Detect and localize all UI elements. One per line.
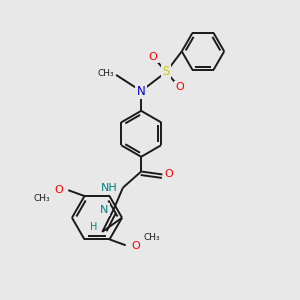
- Text: O: O: [148, 52, 157, 62]
- Text: H: H: [90, 222, 98, 233]
- Text: O: O: [131, 241, 140, 251]
- Text: CH₃: CH₃: [33, 194, 50, 203]
- Text: CH₃: CH₃: [98, 69, 114, 78]
- Text: S: S: [163, 65, 170, 79]
- Text: O: O: [175, 82, 184, 92]
- Text: CH₃: CH₃: [144, 232, 160, 242]
- Text: N: N: [100, 205, 108, 215]
- Text: NH: NH: [101, 183, 118, 193]
- Text: O: O: [54, 184, 63, 195]
- Text: O: O: [164, 169, 173, 179]
- Text: N: N: [137, 85, 146, 98]
